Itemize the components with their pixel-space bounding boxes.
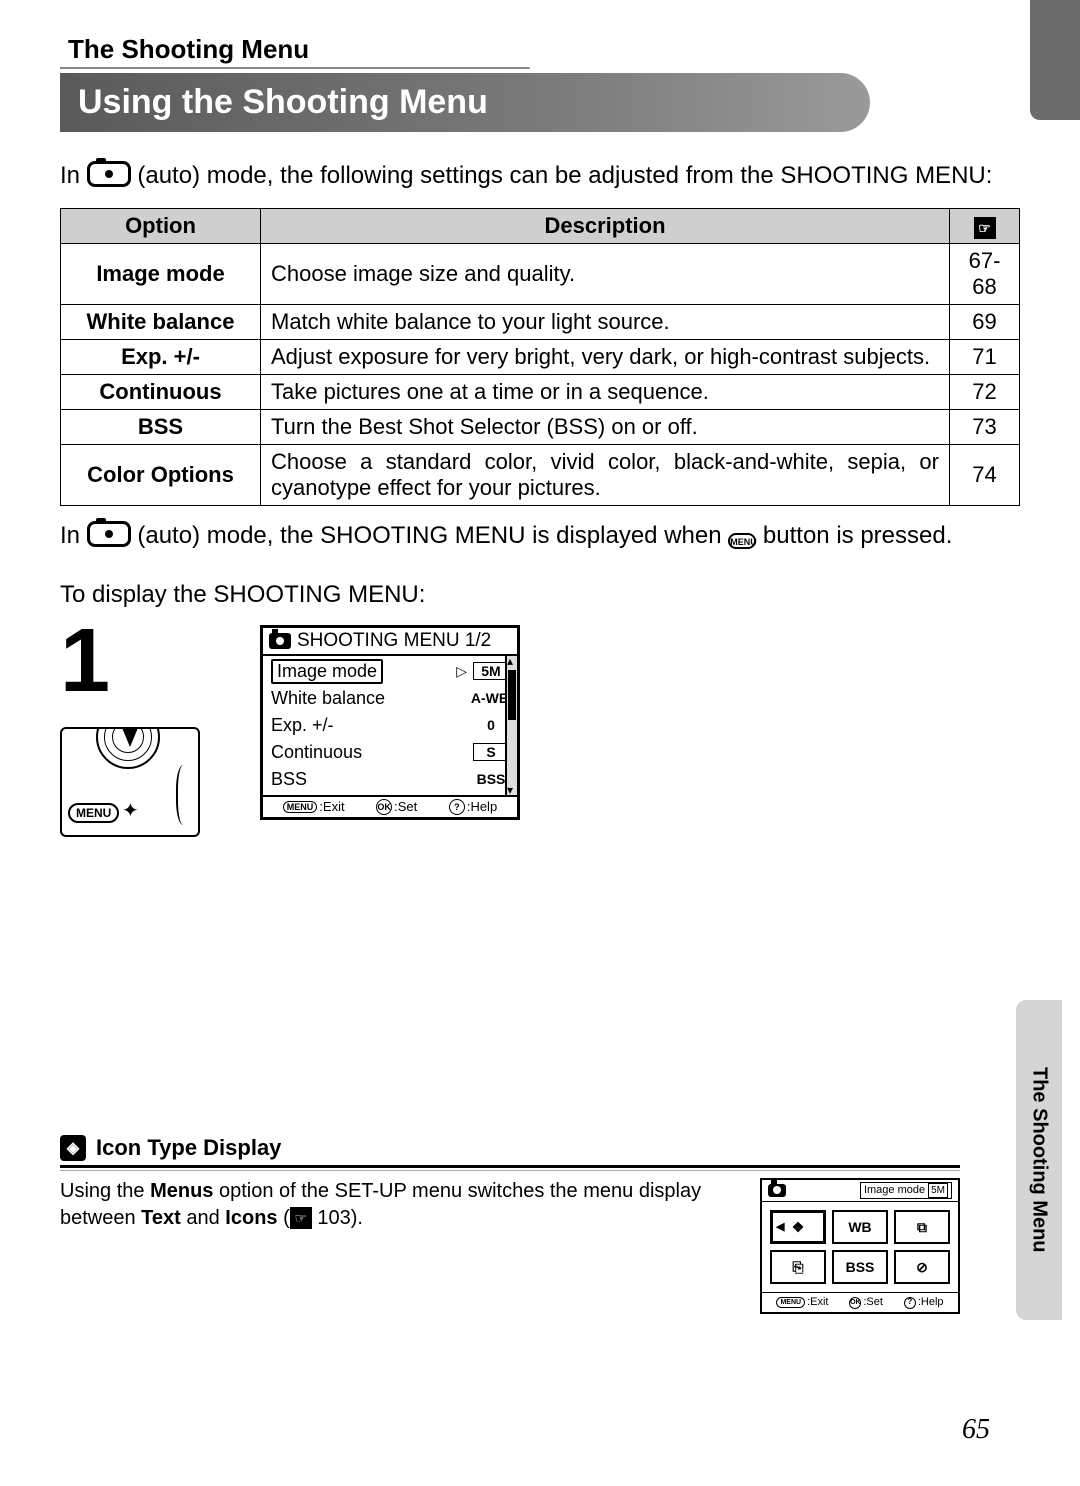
menu-button-icon: MENU	[728, 533, 756, 549]
description-cell: Adjust exposure for very bright, very da…	[261, 340, 950, 375]
col-option: Option	[61, 209, 261, 244]
lcd-item-label: Continuous	[271, 742, 362, 763]
option-cell: Exp. +/-	[61, 340, 261, 375]
lcd-body: Image mode 5MWhite balance A-WBExp. +/- …	[263, 654, 517, 797]
note-header: ◈ Icon Type Display	[60, 1135, 960, 1168]
menu-badge: MENU	[68, 803, 119, 823]
page-cell: 72	[950, 375, 1020, 410]
lcd-item-label: White balance	[271, 688, 385, 709]
lcd-item-value: 0	[473, 717, 509, 733]
lcd-item-label: Exp. +/-	[271, 715, 334, 736]
icon-grid-cell[interactable]: ❖	[770, 1210, 826, 1244]
option-cell: Color Options	[61, 445, 261, 506]
option-cell: BSS	[61, 410, 261, 445]
description-cell: Take pictures one at a time or in a sequ…	[261, 375, 950, 410]
icon-grid-cell[interactable]: WB	[832, 1210, 888, 1244]
lcd-header: SHOOTING MENU 1/2	[263, 628, 517, 654]
page-cell: 67-68	[950, 244, 1020, 305]
option-cell: White balance	[61, 305, 261, 340]
camera-icon	[269, 633, 291, 649]
table-row: Continuous Take pictures one at a time o…	[61, 375, 1020, 410]
description-cell: Match white balance to your light source…	[261, 305, 950, 340]
flash-icon: ✦	[122, 798, 139, 823]
table-row: Image mode Choose image size and quality…	[61, 244, 1020, 305]
note-title: Icon Type Display	[96, 1135, 281, 1161]
auto-mode-icon	[87, 521, 131, 547]
lcd-menu-item[interactable]: White balance A-WB	[267, 685, 513, 712]
lcd-item-label: Image mode	[271, 659, 383, 684]
icon-lcd-mode: Image mode	[864, 1183, 925, 1198]
exit-hint: MENU:Exit	[283, 799, 345, 815]
intro-suffix: (auto) mode, the following settings can …	[137, 162, 992, 189]
option-cell: Continuous	[61, 375, 261, 410]
page-number: 65	[962, 1414, 990, 1446]
page-cell: 69	[950, 305, 1020, 340]
scrollbar[interactable]	[505, 656, 517, 795]
lcd-menu-item[interactable]: BSS BSS	[267, 766, 513, 793]
icon-grid-cell[interactable]: ⎘	[770, 1250, 826, 1284]
side-tab-label: The Shooting Menu	[1028, 1067, 1051, 1253]
option-cell: Image mode	[61, 244, 261, 305]
top-corner-tab	[1030, 0, 1080, 120]
lcd-item-value: BSS	[473, 771, 509, 787]
icon-lcd: Image mode 5M ❖WB⧉ ⎘BSS⊘ MENU:Exit OK:Set…	[760, 1178, 960, 1314]
lcd-menu-item[interactable]: Continuous S	[267, 739, 513, 766]
side-tab: The Shooting Menu	[1016, 1000, 1062, 1320]
icon-grid-cell[interactable]: ⧉	[894, 1210, 950, 1244]
icon-grid: ❖WB⧉ ⎘BSS⊘	[762, 1202, 958, 1292]
table-row: BSS Turn the Best Shot Selector (BSS) on…	[61, 410, 1020, 445]
page-cell: 73	[950, 410, 1020, 445]
icon-lcd-footer: MENU:Exit OK:Set ?:Help	[762, 1292, 958, 1312]
icon-grid-cell[interactable]: BSS	[832, 1250, 888, 1284]
page-ref-icon: ☞	[290, 1207, 312, 1229]
set-hint: OK:Set	[376, 799, 417, 815]
lcd-screen: SHOOTING MENU 1/2 Image mode 5MWhite bal…	[260, 625, 520, 820]
lcd-item-value: A-WB	[471, 690, 509, 706]
display-instruction: To display the SHOOTING MENU:	[60, 581, 1020, 609]
intro-prefix: In	[60, 162, 87, 189]
note-icon: ◈	[60, 1135, 86, 1161]
description-cell: Turn the Best Shot Selector (BSS) on or …	[261, 410, 950, 445]
lcd-title: SHOOTING MENU 1/2	[297, 630, 491, 652]
page-title: Using the Shooting Menu	[60, 73, 870, 132]
step-1-row: 1 MENU ✦ SHOOTING MENU 1/2 Image mode 5M…	[60, 625, 1020, 837]
camera-diagram: MENU ✦	[60, 727, 200, 837]
page-ref-icon: ☞	[974, 217, 996, 239]
table-row: Color Options Choose a standard color, v…	[61, 445, 1020, 506]
note-text: Using the Menus option of the SET-UP men…	[60, 1178, 740, 1314]
icon-lcd-header: Image mode 5M	[762, 1180, 958, 1203]
icon-grid-cell[interactable]: ⊘	[894, 1250, 950, 1284]
table-row: White balance Match white balance to you…	[61, 305, 1020, 340]
page-cell: 74	[950, 445, 1020, 506]
camera-icon	[768, 1184, 786, 1197]
col-description: Description	[261, 209, 950, 244]
lcd-item-label: BSS	[271, 769, 307, 790]
intro-text: In (auto) mode, the following settings c…	[60, 160, 1020, 192]
lcd-item-value: S	[473, 743, 509, 761]
after-table-text: In (auto) mode, the SHOOTING MENU is dis…	[60, 520, 1020, 552]
after-suffix: button is pressed.	[763, 522, 952, 549]
after-mid: (auto) mode, the SHOOTING MENU is displa…	[137, 522, 728, 549]
description-cell: Choose a standard color, vivid color, bl…	[261, 445, 950, 506]
description-cell: Choose image size and quality.	[261, 244, 950, 305]
lcd-menu-item[interactable]: Exp. +/- 0	[267, 712, 513, 739]
help-hint: ?:Help	[449, 799, 497, 815]
note-section: ◈ Icon Type Display Using the Menus opti…	[60, 1135, 960, 1314]
lcd-menu-item[interactable]: Image mode 5M	[267, 658, 513, 685]
options-table: Option Description ☞ Image mode Choose i…	[60, 208, 1020, 506]
lcd-footer: MENU:Exit OK:Set ?:Help	[263, 797, 517, 817]
step-number: 1	[60, 625, 200, 697]
auto-mode-icon	[87, 161, 131, 187]
col-page: ☞	[950, 209, 1020, 244]
section-tab: The Shooting Menu	[60, 30, 1020, 75]
grip-line	[176, 765, 194, 825]
lcd-item-value: 5M	[473, 662, 509, 680]
table-row: Exp. +/- Adjust exposure for very bright…	[61, 340, 1020, 375]
after-prefix: In	[60, 522, 87, 549]
page-cell: 71	[950, 340, 1020, 375]
arrow-down-icon	[120, 727, 140, 747]
